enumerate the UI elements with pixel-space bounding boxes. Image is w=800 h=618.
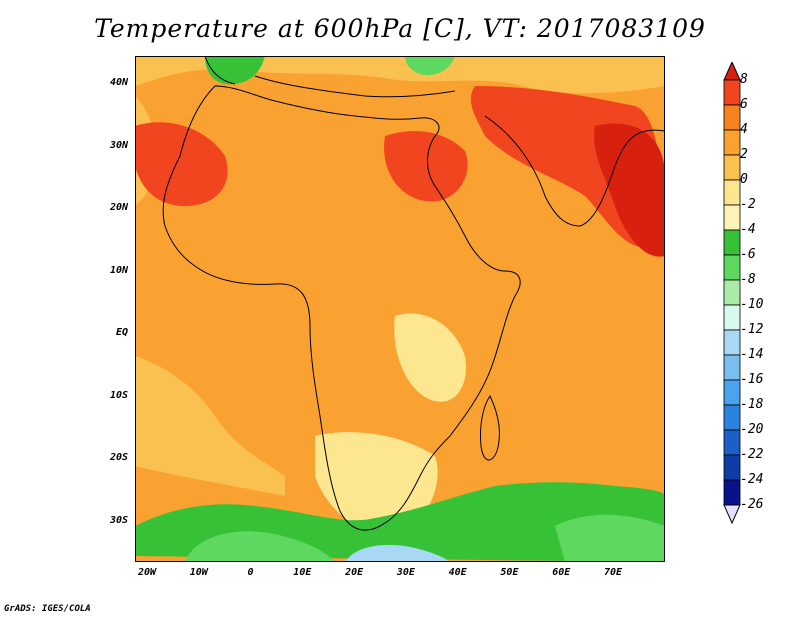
colorbar-level-label: -8: [740, 272, 756, 287]
map-title: Temperature at 600hPa [C], VT: 201708310…: [94, 14, 706, 43]
longitude-label: 30E: [396, 567, 415, 578]
colorbar-swatch: [723, 479, 741, 506]
longitude-label: 10E: [293, 567, 312, 578]
colorbar-swatch: [723, 129, 741, 156]
colorbar-level-label: -2: [740, 197, 756, 212]
longitude-label: 60E: [552, 567, 571, 578]
temperature-region-south-cool: [185, 531, 335, 562]
colorbar-swatch: [723, 154, 741, 181]
colorbar-arrow-bottom: [723, 504, 741, 525]
colorbar-level-label: -20: [740, 422, 764, 437]
colorbar-level-label: -12: [740, 322, 764, 337]
longitude-label: 70E: [603, 567, 623, 578]
latitude-label: 10S: [109, 389, 128, 401]
colorbar-swatch: [723, 304, 741, 331]
colorbar-level-label: -24: [740, 472, 764, 487]
temperature-region-india-hot: [594, 123, 665, 257]
colorbar-swatch: [723, 79, 741, 106]
colorbar-swatch: [723, 429, 741, 456]
colorbar-swatch: [723, 279, 741, 306]
colorbar-swatch: [723, 229, 741, 256]
map-plot: [135, 56, 665, 562]
latitude-label: 20S: [109, 452, 128, 464]
colorbar-arrow-top: [723, 62, 741, 81]
latitude-label: 20N: [109, 202, 128, 214]
colorbar-level-label: -14: [740, 347, 764, 362]
longitude-label: 40E: [448, 567, 467, 578]
grads-credit: GrADS: IGES/COLA: [4, 604, 91, 614]
latitude-label: 30S: [109, 515, 128, 526]
colorbar-level-label: -26: [740, 497, 764, 512]
longitude-label: 10W: [189, 567, 208, 578]
colorbar-swatch: [723, 254, 741, 281]
colorbar-level-label: 0: [740, 172, 748, 187]
colorbar-level-label: -6: [740, 247, 756, 262]
colorbar-swatch: [723, 354, 741, 381]
colorbar-level-label: 4: [740, 122, 748, 137]
latitude-label: EQ: [115, 327, 128, 339]
temperature-region-south-coldest: [345, 544, 450, 562]
latitude-label: 10N: [109, 264, 128, 276]
temperature-region-north: [135, 56, 665, 94]
temperature-region-east-africa: [394, 313, 466, 402]
latitude-label: 40N: [109, 77, 128, 88]
temperature-region-egypt-hot: [384, 131, 468, 202]
colorbar-level-label: -18: [740, 397, 764, 412]
temperature-region-sahara-hot: [135, 122, 228, 206]
longitude-label: 20E: [345, 567, 364, 578]
colorbar-swatch: [723, 404, 741, 431]
longitude-label: 0: [247, 567, 254, 578]
map-frame: [135, 56, 665, 562]
colorbar-level-label: 6: [740, 97, 748, 112]
temperature-region-turkey-cool: [405, 56, 455, 76]
colorbar-swatch: [723, 179, 741, 206]
colorbar-level-label: -22: [740, 447, 764, 462]
temperature-region-southeast-cool: [555, 514, 665, 562]
colorbar: [723, 62, 741, 525]
colorbar-swatch: [723, 104, 741, 131]
colorbar-level-label: -4: [740, 222, 756, 237]
colorbar-swatch: [723, 379, 741, 406]
longitude-label: 20W: [137, 567, 157, 578]
colorbar-level-label: -16: [740, 372, 764, 387]
colorbar-level-label: -10: [740, 297, 764, 312]
latitude-label: 30N: [109, 139, 128, 151]
temperature-region-southern-africa: [315, 432, 438, 536]
colorbar-swatch: [723, 204, 741, 231]
colorbar-level-label: 2: [740, 147, 748, 162]
colorbar-level-label: 8: [740, 72, 748, 87]
temperature-region-south-atlantic: [135, 356, 285, 496]
colorbar-swatch: [723, 454, 741, 481]
coastlines: [162, 56, 665, 531]
colorbar-swatch: [723, 329, 741, 356]
longitude-label: 50E: [500, 567, 519, 578]
